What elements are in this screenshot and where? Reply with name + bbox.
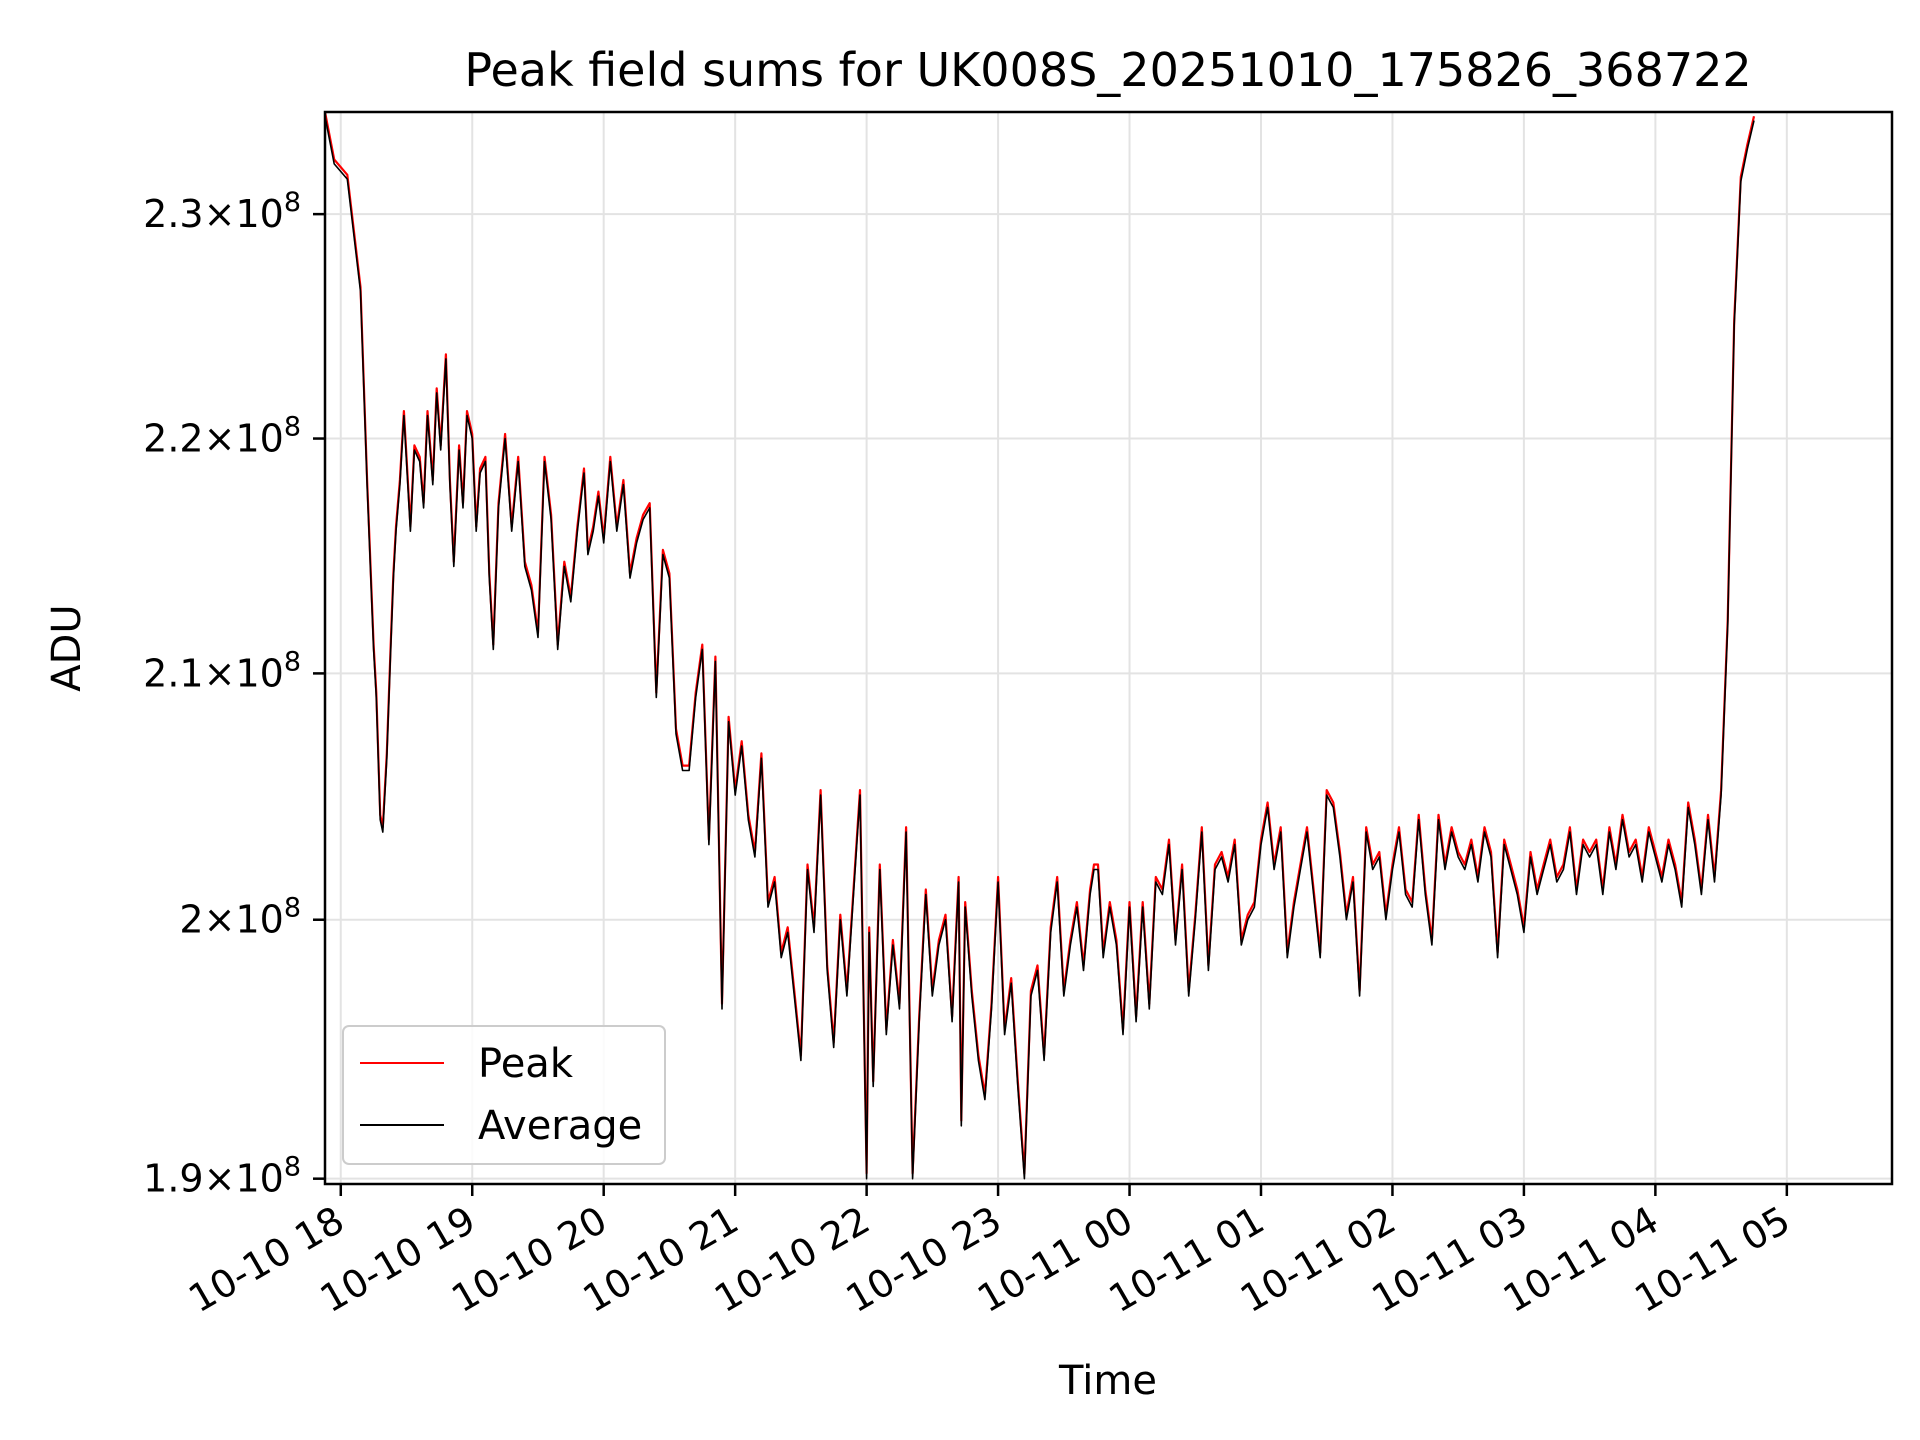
- plot-frame: [323, 110, 1894, 1186]
- legend: Peak Average: [342, 1025, 666, 1165]
- x-axis-label: Time: [1058, 1358, 1157, 1404]
- y-tick-label: 2.2×108: [143, 412, 301, 461]
- y-tick-label: 2×108: [179, 893, 301, 942]
- y-tick-label: 2.3×108: [143, 187, 301, 236]
- y-tick-label: 1.9×108: [143, 1152, 301, 1201]
- chart-title: Peak field sums for UK008S_20251010_1758…: [464, 43, 1751, 97]
- legend-label-peak: Peak: [478, 1041, 574, 1087]
- legend-box: [342, 1025, 666, 1165]
- y-tick-label: 2.1×108: [143, 646, 301, 695]
- series-layer: [325, 112, 1756, 1180]
- grid-layer: [325, 112, 1892, 1184]
- series-line-peak: [325, 112, 1756, 1175]
- series-line-average: [325, 116, 1755, 1180]
- legend-label-average: Average: [478, 1103, 642, 1149]
- y-axis-label: ADU: [44, 604, 90, 691]
